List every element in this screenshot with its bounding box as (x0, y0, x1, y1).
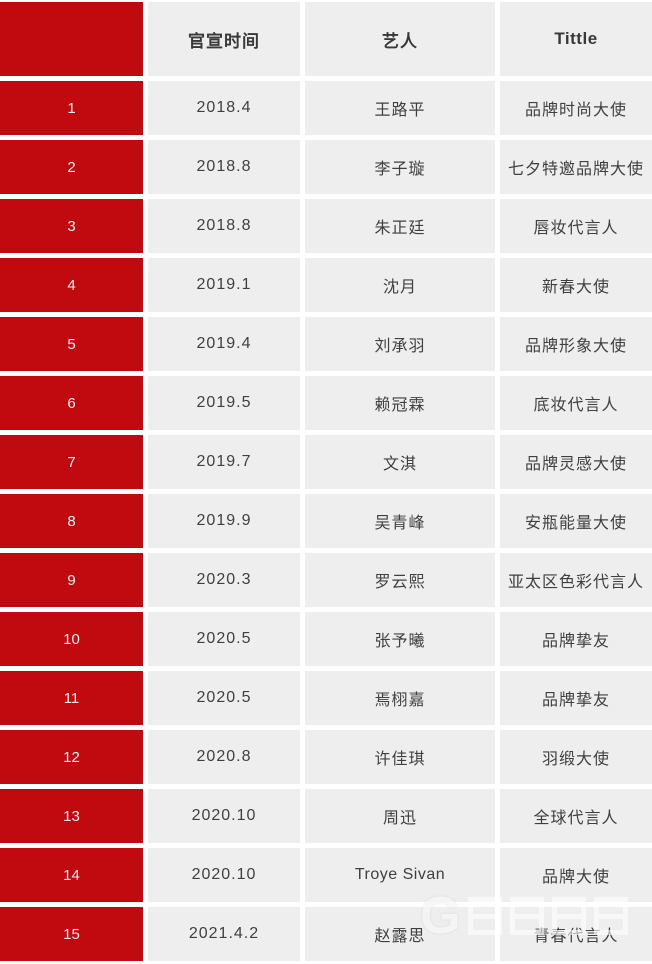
row-number-cell: 8 (0, 494, 143, 548)
title-cell: 新春大使 (500, 258, 652, 312)
row-number-cell: 13 (0, 789, 143, 843)
artist-cell: 刘承羽 (305, 317, 495, 371)
date-cell: 2019.9 (148, 494, 300, 548)
row-number-cell: 9 (0, 553, 143, 607)
title-cell: 品牌灵感大使 (500, 435, 652, 489)
title-cell: 品牌挚友 (500, 671, 652, 725)
artist-cell: 王路平 (305, 81, 495, 135)
row-number-cell: 14 (0, 848, 143, 902)
title-cell: 底妆代言人 (500, 376, 652, 430)
row-number-cell: 7 (0, 435, 143, 489)
title-cell: 品牌挚友 (500, 612, 652, 666)
title-cell: 品牌时尚大使 (500, 81, 652, 135)
artist-cell: 罗云熙 (305, 553, 495, 607)
date-cell: 2020.10 (148, 848, 300, 902)
date-cell: 2019.1 (148, 258, 300, 312)
date-cell: 2020.5 (148, 671, 300, 725)
title-cell: 亚太区色彩代言人 (500, 553, 652, 607)
date-cell: 2019.4 (148, 317, 300, 371)
title-cell: 唇妆代言人 (500, 199, 652, 253)
artist-cell: 赖冠霖 (305, 376, 495, 430)
header-corner-cell (0, 2, 143, 76)
title-cell: 七夕特邀品牌大使 (500, 140, 652, 194)
row-number-cell: 6 (0, 376, 143, 430)
title-cell: 羽缎大使 (500, 730, 652, 784)
date-cell: 2019.5 (148, 376, 300, 430)
artist-cell: 沈月 (305, 258, 495, 312)
artist-cell: 吴青峰 (305, 494, 495, 548)
artist-cell: 李子璇 (305, 140, 495, 194)
artist-cell: 文淇 (305, 435, 495, 489)
row-number-cell: 11 (0, 671, 143, 725)
artist-cell: 赵露思 (305, 907, 495, 961)
artist-cell: 周迅 (305, 789, 495, 843)
date-cell: 2020.3 (148, 553, 300, 607)
title-cell: 安瓶能量大使 (500, 494, 652, 548)
row-number-cell: 5 (0, 317, 143, 371)
artist-cell: 焉栩嘉 (305, 671, 495, 725)
artist-cell: 许佳琪 (305, 730, 495, 784)
date-cell: 2018.8 (148, 140, 300, 194)
row-number-cell: 12 (0, 730, 143, 784)
artist-cell: Troye Sivan (305, 848, 495, 902)
artist-cell: 张予曦 (305, 612, 495, 666)
date-cell: 2020.5 (148, 612, 300, 666)
row-number-cell: 10 (0, 612, 143, 666)
date-cell: 2021.4.2 (148, 907, 300, 961)
title-cell: 青春代言人 (500, 907, 652, 961)
date-cell: 2019.7 (148, 435, 300, 489)
row-number-cell: 2 (0, 140, 143, 194)
title-cell: 品牌形象大使 (500, 317, 652, 371)
title-cell: 全球代言人 (500, 789, 652, 843)
header-title: Tittle (500, 2, 652, 76)
row-number-cell: 4 (0, 258, 143, 312)
row-number-cell: 15 (0, 907, 143, 961)
date-cell: 2018.8 (148, 199, 300, 253)
header-artist: 艺人 (305, 2, 495, 76)
title-cell: 品牌大使 (500, 848, 652, 902)
date-cell: 2018.4 (148, 81, 300, 135)
date-cell: 2020.8 (148, 730, 300, 784)
artist-cell: 朱正廷 (305, 199, 495, 253)
row-number-cell: 3 (0, 199, 143, 253)
row-number-cell: 1 (0, 81, 143, 135)
header-date: 官宣时间 (148, 2, 300, 76)
date-cell: 2020.10 (148, 789, 300, 843)
